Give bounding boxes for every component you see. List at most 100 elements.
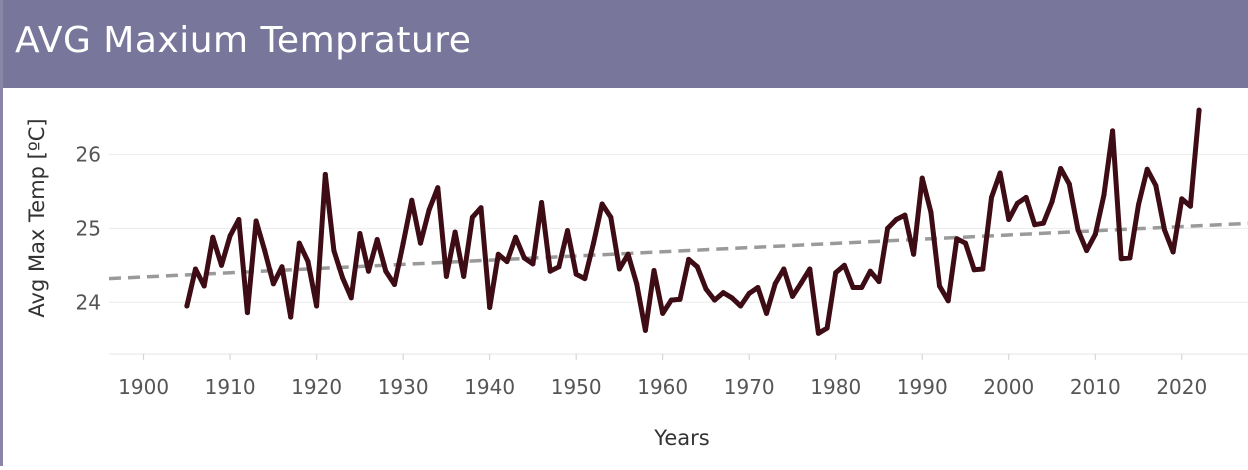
data-point xyxy=(945,298,951,304)
data-point xyxy=(1127,255,1133,261)
data-point xyxy=(443,273,449,279)
data-point xyxy=(712,297,718,303)
grid-lines xyxy=(109,154,1248,355)
data-point xyxy=(1040,220,1046,226)
x-tick-label: 1930 xyxy=(378,375,429,399)
title-bar: AVG Maxium Temprature xyxy=(3,0,1248,88)
data-point xyxy=(1118,256,1124,262)
y-axis-title: Avg Max Temp [ºC] xyxy=(25,118,49,317)
data-point xyxy=(764,310,770,316)
data-point xyxy=(1136,202,1142,208)
x-tick-label: 1910 xyxy=(205,375,256,399)
x-tick-label: 2020 xyxy=(1156,375,1207,399)
data-point xyxy=(1101,192,1107,198)
data-point xyxy=(1161,227,1167,233)
x-tick-label: 1960 xyxy=(637,375,688,399)
data-point xyxy=(530,261,536,267)
data-point xyxy=(1170,249,1176,255)
x-tick-label: 1990 xyxy=(897,375,948,399)
data-point xyxy=(1058,166,1064,172)
data-point xyxy=(963,240,968,246)
data-point xyxy=(556,264,562,270)
data-point xyxy=(988,194,994,200)
data-point xyxy=(859,285,865,290)
data-point xyxy=(686,256,692,262)
data-point xyxy=(824,325,830,331)
data-point xyxy=(660,310,666,316)
data-point xyxy=(305,259,311,265)
x-tick-label: 1900 xyxy=(118,375,169,399)
data-point xyxy=(798,280,804,286)
data-point xyxy=(746,290,752,296)
data-point xyxy=(296,240,302,246)
data-point xyxy=(634,281,640,287)
data-point xyxy=(590,240,596,246)
data-point xyxy=(902,212,908,218)
data-point xyxy=(954,236,960,242)
series-line xyxy=(184,107,1202,336)
x-tick-label: 2000 xyxy=(983,375,1034,399)
data-point xyxy=(1179,196,1185,202)
data-point xyxy=(616,266,622,272)
data-point xyxy=(815,330,821,336)
data-point xyxy=(668,297,674,303)
data-point xyxy=(1144,166,1150,172)
data-point xyxy=(625,251,631,257)
data-point xyxy=(1084,248,1090,254)
line-chart: 1900 1910 1920 1930 1940 1950 1960 1970 1980 1990… xyxy=(25,107,1248,450)
data-point xyxy=(435,185,441,191)
data-point xyxy=(911,251,917,257)
data-point xyxy=(841,262,847,268)
data-point xyxy=(253,218,259,224)
chart-title: AVG Maxium Temprature xyxy=(15,20,472,61)
data-point xyxy=(244,310,250,316)
data-point xyxy=(262,248,268,254)
data-point xyxy=(539,200,545,206)
data-point xyxy=(400,240,406,246)
data-point xyxy=(573,271,579,277)
data-point xyxy=(971,267,977,273)
data-point xyxy=(392,282,397,288)
data-point xyxy=(729,295,735,301)
data-point xyxy=(348,295,354,301)
data-point xyxy=(772,281,778,287)
y-axis-ticks: 24 25 26 xyxy=(76,143,101,315)
data-point xyxy=(288,314,294,320)
data-point xyxy=(270,281,276,287)
data-point xyxy=(366,268,372,274)
data-point xyxy=(374,236,380,242)
data-point xyxy=(867,268,873,274)
data-point xyxy=(1110,128,1116,134)
data-point xyxy=(997,170,1003,176)
data-point xyxy=(738,303,744,309)
data-point xyxy=(651,268,657,274)
data-point xyxy=(314,303,320,309)
data-point xyxy=(279,264,285,270)
data-point xyxy=(885,225,891,231)
data-point xyxy=(928,209,934,215)
trendline-layer xyxy=(108,221,1248,281)
data-point xyxy=(1023,194,1029,200)
data-point xyxy=(184,303,190,309)
data-point xyxy=(599,201,605,207)
data-point xyxy=(227,233,233,239)
data-point xyxy=(1066,181,1072,187)
data-point xyxy=(789,293,795,299)
data-point xyxy=(1032,222,1038,228)
data-point xyxy=(677,296,683,302)
data-point xyxy=(513,234,519,240)
data-point xyxy=(755,285,761,290)
x-axis-ticks: 1900 1910 1920 1930 1940 1950 1960 1970 1980 1990… xyxy=(118,354,1207,399)
data-point xyxy=(504,259,510,265)
data-point xyxy=(1014,200,1020,206)
data-point xyxy=(850,285,856,290)
data-point xyxy=(417,240,423,246)
data-point xyxy=(331,248,337,254)
series-layer xyxy=(184,107,1202,336)
data-point xyxy=(582,276,588,282)
x-tick-label: 1950 xyxy=(551,375,602,399)
data-point xyxy=(1092,231,1098,237)
data-point xyxy=(833,270,839,276)
trendline xyxy=(108,221,1248,281)
